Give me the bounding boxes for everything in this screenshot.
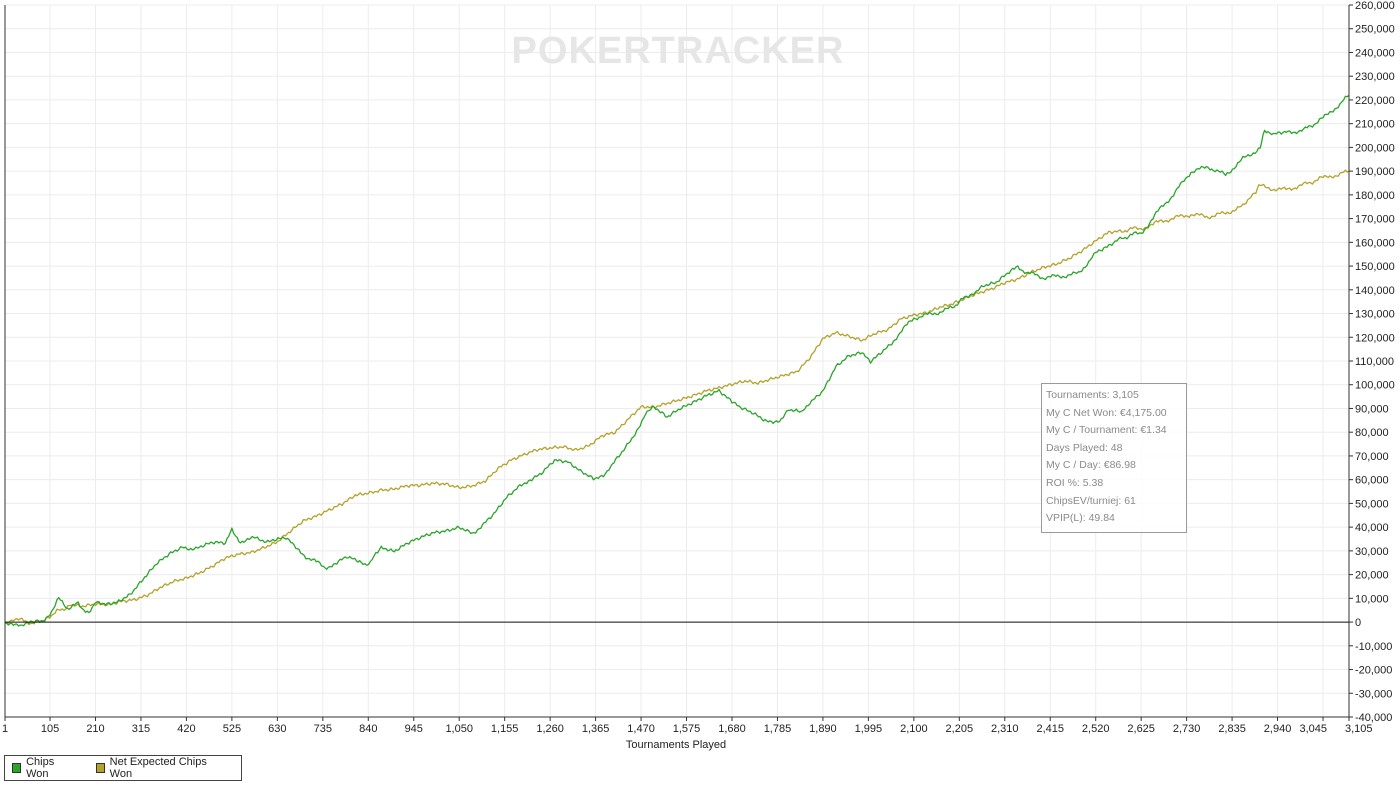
x-tick-label: 210 — [86, 723, 104, 735]
stat-vpip: VPIP(L): 49.84 — [1046, 512, 1115, 525]
y-tick-label: 180,000 — [1355, 190, 1395, 202]
x-tick-label: 1,470 — [627, 723, 655, 735]
x-tick-label: 3,105 — [1345, 723, 1373, 735]
x-tick-label: 1,575 — [673, 723, 701, 735]
watermark-logo: POKERTRACKER — [512, 30, 845, 72]
series-line-net-expected-chips-won — [4, 169, 1350, 626]
series-lines — [4, 94, 1350, 627]
x-tick-label: 315 — [132, 723, 150, 735]
y-tick-label: 20,000 — [1355, 570, 1389, 582]
x-tick-label: 1,050 — [445, 723, 473, 735]
stat-chipsev: ChipsEV/turniej: 61 — [1046, 494, 1136, 507]
stats-panel: Tournaments: 3,105 My C Net Won: €4,175.… — [1041, 383, 1187, 533]
legend-item-net-expected[interactable]: Net Expected Chips Won — [95, 756, 219, 780]
x-tick-label: 1 — [2, 723, 8, 735]
x-tick-label: 1,995 — [855, 723, 883, 735]
y-tick-label: 250,000 — [1355, 24, 1395, 36]
y-tick-label: 240,000 — [1355, 47, 1395, 59]
y-tick-label: 220,000 — [1355, 95, 1395, 107]
y-tick-label: 140,000 — [1355, 285, 1395, 297]
legend-swatch-chips-won — [12, 763, 22, 773]
y-tick-label: 190,000 — [1355, 166, 1395, 178]
y-tick-label: 0 — [1355, 617, 1361, 629]
x-tick-label: 2,520 — [1082, 723, 1110, 735]
x-tick-label: 945 — [405, 723, 423, 735]
y-tick-label: 100,000 — [1355, 380, 1395, 392]
x-tick-label: 1,260 — [536, 723, 564, 735]
y-tick-label: 70,000 — [1355, 451, 1389, 463]
y-tick-label: 200,000 — [1355, 142, 1395, 154]
x-tick-label: 630 — [268, 723, 286, 735]
x-tick-label: 420 — [177, 723, 195, 735]
y-tick-label: 50,000 — [1355, 498, 1389, 510]
y-tick-label: -20,000 — [1355, 665, 1392, 677]
x-tick-label: 840 — [359, 723, 377, 735]
y-tick-label: 90,000 — [1355, 403, 1389, 415]
y-tick-label: 40,000 — [1355, 522, 1389, 534]
x-tick-label: 1,365 — [582, 723, 610, 735]
x-tick-label: 2,100 — [900, 723, 928, 735]
x-tick-label: 2,205 — [946, 723, 974, 735]
x-tick-label: 2,310 — [991, 723, 1019, 735]
chart-legend: Chips Won Net Expected Chips Won — [4, 755, 242, 781]
stat-net-won: My C Net Won: €4,175.00 — [1046, 406, 1167, 419]
y-tick-label: 230,000 — [1355, 71, 1395, 83]
x-tick-label: 1,680 — [718, 723, 746, 735]
x-axis-title: Tournaments Played — [626, 739, 726, 751]
x-tick-label: 2,940 — [1264, 723, 1292, 735]
y-tick-label: -40,000 — [1355, 712, 1392, 724]
grid — [4, 4, 1350, 718]
legend-swatch-net-expected — [95, 763, 105, 773]
y-tick-label: 30,000 — [1355, 546, 1389, 558]
legend-item-chips-won[interactable]: Chips Won — [12, 756, 74, 780]
series-line-chips-won — [4, 94, 1350, 627]
x-tick-label: 2,625 — [1127, 723, 1155, 735]
y-tick-label: 120,000 — [1355, 332, 1395, 344]
legend-label: Chips Won — [26, 756, 55, 780]
y-tick-label: 160,000 — [1355, 237, 1395, 249]
y-tick-label: 210,000 — [1355, 119, 1395, 131]
y-tick-label: 130,000 — [1355, 309, 1395, 321]
x-tick-label: 3,045 — [1299, 723, 1327, 735]
x-tick-label: 735 — [314, 723, 332, 735]
y-tick-label: 260,000 — [1355, 0, 1395, 12]
x-tick-label: 2,835 — [1218, 723, 1246, 735]
y-tick-label: 60,000 — [1355, 475, 1389, 487]
y-tick-label: -10,000 — [1355, 641, 1392, 653]
stat-per-day: My C / Day: €86.98 — [1046, 459, 1136, 472]
x-tick-label: 1,785 — [764, 723, 792, 735]
x-tick-label: 2,415 — [1036, 723, 1064, 735]
x-tick-label: 1,155 — [491, 723, 519, 735]
y-tick-label: 80,000 — [1355, 427, 1389, 439]
legend-label: Net Expected Chips Won — [109, 756, 207, 780]
x-tick-label: 1,890 — [809, 723, 837, 735]
y-tick-label: 150,000 — [1355, 261, 1395, 273]
x-tick-label: 105 — [41, 723, 59, 735]
x-axis-ticks: 1 105 210 315 420 525 630 735 840 945 1,050 1,155 1,… — [2, 717, 1373, 735]
stat-tournaments: Tournaments: 3,105 — [1046, 389, 1139, 401]
x-tick-label: 2,730 — [1173, 723, 1201, 735]
stat-per-tournament: My C / Tournament: €1.34 — [1046, 424, 1167, 437]
stat-roi: ROI %: 5.38 — [1046, 476, 1104, 489]
y-tick-label: 170,000 — [1355, 214, 1395, 226]
y-axis-ticks: 260,000 250,000 240,000 230,000 220,000 210,0… — [1349, 0, 1395, 724]
y-tick-label: -30,000 — [1355, 688, 1392, 700]
y-tick-label: 10,000 — [1355, 593, 1389, 605]
y-tick-label: 110,000 — [1355, 356, 1394, 368]
stat-days-played: Days Played: 48 — [1046, 441, 1123, 454]
x-tick-label: 525 — [223, 723, 241, 735]
